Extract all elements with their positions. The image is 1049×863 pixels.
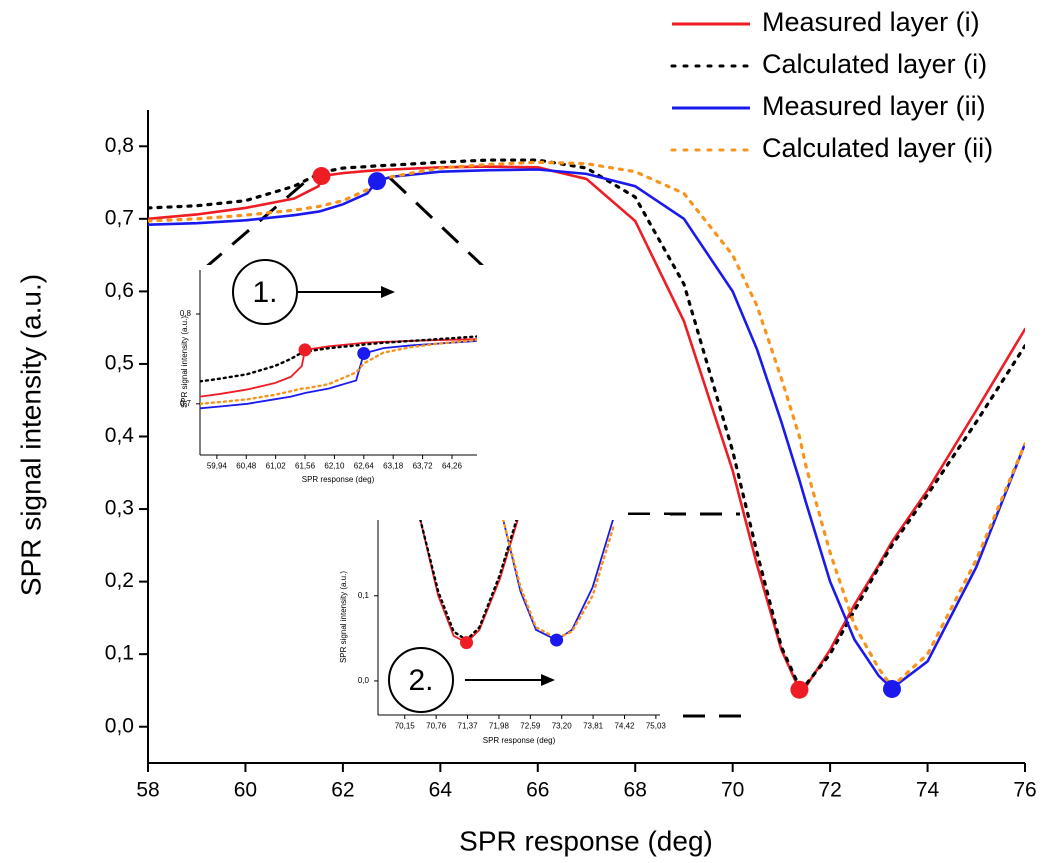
x-tick-label: 76 xyxy=(1013,778,1036,801)
y-axis-label: SPR signal intensity (a.u.) xyxy=(180,316,189,408)
y-tick-label: 0,7 xyxy=(180,399,192,408)
highlight-point xyxy=(298,343,312,357)
series-line xyxy=(200,338,477,406)
x-tick-label: 70,76 xyxy=(426,721,447,730)
x-tick-label: 74,42 xyxy=(614,721,635,730)
series-line xyxy=(148,158,1025,689)
x-tick-label: 58 xyxy=(136,778,159,801)
x-tick-label: 71,37 xyxy=(458,721,479,730)
x-tick-label: 72 xyxy=(818,778,841,801)
x-tick-label: 61,56 xyxy=(295,461,316,470)
inset-badge xyxy=(388,647,454,713)
y-tick-label: 0,3 xyxy=(105,497,134,520)
inset-badge xyxy=(232,259,298,325)
x-tick-label: 62,10 xyxy=(324,461,345,470)
highlight-point xyxy=(460,636,474,650)
series-line xyxy=(502,520,615,640)
x-tick-label: 71,98 xyxy=(489,721,510,730)
x-tick-label: 60,48 xyxy=(236,461,257,470)
y-axis-label: SPR signal intensity (a.u.) xyxy=(339,571,348,663)
x-tick-label: 74 xyxy=(916,778,940,801)
highlight-point xyxy=(790,680,809,699)
y-tick-label: 0,2 xyxy=(105,569,134,592)
x-tick-label: 63,72 xyxy=(413,461,434,470)
zoom-line xyxy=(204,180,306,270)
x-tick-label: 68 xyxy=(624,778,647,801)
highlight-point xyxy=(367,172,386,191)
x-axis-label: SPR response (deg) xyxy=(483,736,556,745)
y-tick-label: 0,0 xyxy=(105,714,134,737)
legend: Measured layer (i) Calculated layer (i) Me… xyxy=(670,7,993,163)
y-tick-label: 0,1 xyxy=(358,591,370,600)
y-axis-label: SPR signal intensity (a.u.) xyxy=(15,274,46,596)
series-line xyxy=(148,160,1025,690)
y-tick-label: 0,7 xyxy=(105,206,134,229)
legend-label: Calculated layer (i) xyxy=(762,49,987,79)
highlight-point xyxy=(550,633,564,647)
x-tick-label: 72,59 xyxy=(520,721,541,730)
highlight-point xyxy=(312,167,331,186)
y-tick-label: 0,8 xyxy=(105,134,134,157)
x-tick-label: 62 xyxy=(331,778,354,801)
x-tick-label: 73,81 xyxy=(583,721,604,730)
series-line xyxy=(200,340,477,410)
main-plot: 58 60 62 64 66 68 70 72 74 76 0,0 0,1 0,2 0,3 0,4 0,5 0,… xyxy=(15,110,1037,856)
x-tick-label: 73,20 xyxy=(552,721,573,730)
x-tick-label: 66 xyxy=(526,778,549,801)
legend-label: Measured layer (ii) xyxy=(762,91,986,121)
inset-label: 2. xyxy=(408,664,433,697)
series-line xyxy=(200,335,477,383)
legend-label: Measured layer (i) xyxy=(762,7,980,37)
highlight-point xyxy=(357,347,371,361)
arrow-head xyxy=(381,286,395,298)
x-tick-label: 75,03 xyxy=(646,721,667,730)
highlight-point xyxy=(882,679,901,698)
x-tick-label: 59,94 xyxy=(207,461,228,470)
x-axis-label: SPR response (deg) xyxy=(459,825,713,856)
inset-plot: 70,15 70,76 71,37 71,98 72,59 73,20 73,81 74,42… xyxy=(338,515,670,755)
x-tick-label: 64 xyxy=(429,778,453,801)
inset-plot: 59,94 60,48 61,02 61,56 62,10 62,64 63,18 63,72… xyxy=(160,265,487,495)
x-tick-label: 63,18 xyxy=(383,461,404,470)
zoom-guides xyxy=(204,176,755,718)
x-tick-label: 64,26 xyxy=(442,461,463,470)
y-tick-label: 0,0 xyxy=(358,676,370,685)
zoom-line xyxy=(388,176,487,270)
x-tick-label: 70,15 xyxy=(395,721,416,730)
y-tick-label: 0,8 xyxy=(180,309,192,318)
y-tick-label: 0,6 xyxy=(105,279,134,302)
x-axis-label: SPR response (deg) xyxy=(302,475,375,484)
arrow-head xyxy=(541,674,555,686)
y-tick-label: 0,1 xyxy=(105,642,134,665)
x-tick-label: 61,02 xyxy=(266,461,287,470)
x-tick-label: 70 xyxy=(721,778,744,801)
legend-label: Calculated layer (ii) xyxy=(762,133,993,163)
plot-area xyxy=(200,335,477,410)
x-tick-label: 62,64 xyxy=(354,461,375,470)
x-tick-label: 60 xyxy=(234,778,257,801)
y-tick-label: 0,4 xyxy=(105,424,135,447)
series-line xyxy=(148,168,1025,690)
y-tick-label: 0,5 xyxy=(105,351,134,374)
inset-label: 1. xyxy=(252,276,277,309)
inset-background xyxy=(338,515,670,755)
